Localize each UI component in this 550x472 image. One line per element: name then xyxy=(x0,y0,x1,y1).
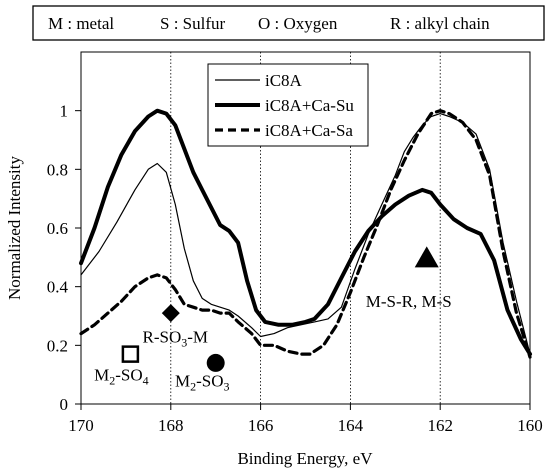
series-layer xyxy=(79,108,532,359)
series-line-3 xyxy=(79,109,532,359)
definitions-box xyxy=(32,5,545,41)
y-axis-label: Normalized Intensity xyxy=(5,156,24,300)
series-line-2 xyxy=(79,108,532,357)
x-tick-label: 162 xyxy=(427,416,453,435)
x-tick-label: 164 xyxy=(338,416,364,435)
definition-oxygen: O : Oxygen xyxy=(258,14,338,33)
annotation-label-3: M2-SO3 xyxy=(175,371,230,393)
vertical-gridlines xyxy=(170,52,441,404)
legend-label-ca-su: iC8A+Ca-Su xyxy=(265,96,354,115)
y-tick-label: 0 xyxy=(60,395,69,414)
marker-filled-circle xyxy=(206,353,225,372)
y-tick-label: 0.2 xyxy=(47,336,68,355)
x-tick-label: 168 xyxy=(158,416,184,435)
legend-label-ic8a: iC8A xyxy=(265,71,303,90)
definition-alkyl: R : alkyl chain xyxy=(390,14,490,33)
annotations: M2-SO4 R-SO3-M M2-SO3 M-S-R, M-S xyxy=(94,246,452,393)
y-axis-ticks: 0 0.2 0.4 0.6 0.8 1 xyxy=(47,102,81,414)
x-axis-label: Binding Energy, eV xyxy=(237,449,373,468)
marker-open-square xyxy=(121,345,140,363)
y-tick-label: 0.4 xyxy=(47,278,69,297)
x-tick-label: 170 xyxy=(68,416,94,435)
annotation-label-4: M-S-R, M-S xyxy=(366,292,452,311)
y-tick-label: 0.8 xyxy=(47,160,68,179)
annotation-label-1: M2-SO4 xyxy=(94,366,149,388)
definition-sulfur: S : Sulfur xyxy=(160,14,226,33)
marker-filled-triangle xyxy=(414,246,439,268)
x-axis-ticks: 170 168 166 164 162 160 xyxy=(68,404,543,435)
x-tick-label: 166 xyxy=(248,416,274,435)
annotation-label-2: R-SO3-M xyxy=(143,327,209,349)
y-tick-label: 0.6 xyxy=(47,219,68,238)
legend: iC8A iC8A+Ca-Su iC8A+Ca-Sa xyxy=(207,63,369,147)
legend-label-ca-sa: iC8A+Ca-Sa xyxy=(265,121,353,140)
y-tick-label: 1 xyxy=(60,102,69,121)
x-tick-label: 160 xyxy=(517,416,543,435)
series-line-1 xyxy=(80,113,531,355)
definition-metal: M : metal xyxy=(48,14,114,33)
marker-filled-diamond xyxy=(161,304,180,323)
